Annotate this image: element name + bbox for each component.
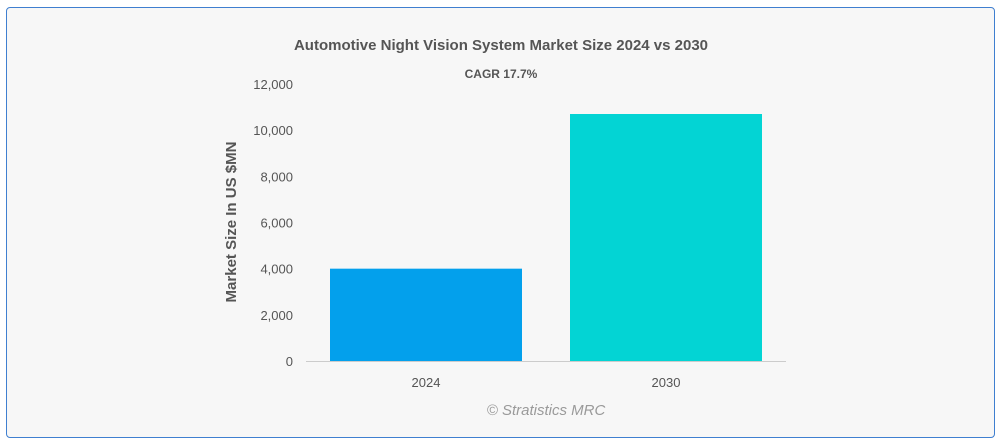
- chart-title: Automotive Night Vision System Market Si…: [294, 37, 708, 54]
- bar-2024: [330, 268, 522, 361]
- y-tick-label: 6,000: [260, 216, 293, 231]
- y-tick-label: 0: [286, 354, 293, 369]
- y-axis-label: Market Size In US $MN: [223, 142, 240, 303]
- chart-subtitle: CAGR 17.7%: [465, 67, 538, 81]
- chart-frame: [6, 7, 995, 438]
- y-axis-ticks: 0 2,000 4,000 6,000 8,000 10,000 12,000: [253, 77, 293, 369]
- y-tick-label: 8,000: [260, 169, 293, 184]
- x-tick-label: 2030: [652, 375, 681, 390]
- x-tick-label: 2024: [412, 375, 441, 390]
- credit-text: © Stratistics MRC: [487, 402, 606, 419]
- y-tick-label: 4,000: [260, 262, 293, 277]
- y-tick-label: 2,000: [260, 308, 293, 323]
- bars: [330, 114, 762, 361]
- y-tick-label: 10,000: [253, 123, 293, 138]
- y-tick-label: 12,000: [253, 77, 293, 92]
- x-axis-ticks: 2024 2030: [412, 375, 681, 390]
- bar-2030: [570, 114, 762, 361]
